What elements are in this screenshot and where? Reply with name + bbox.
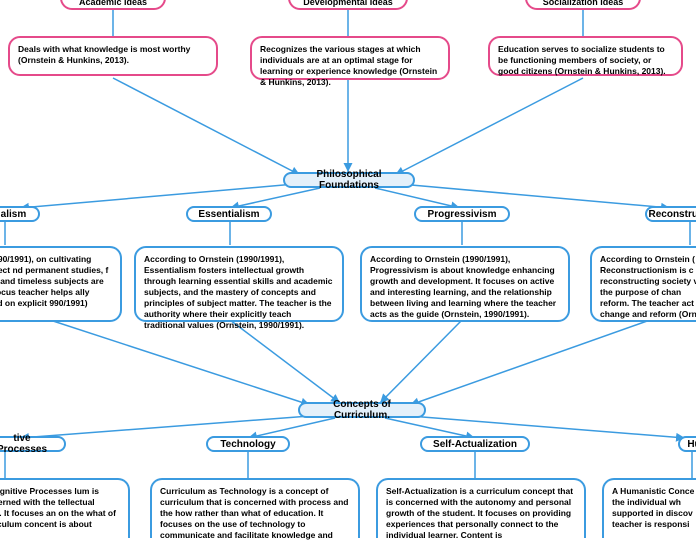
text: According to Ornstein (1990/1991), Progr… (370, 254, 560, 320)
hub-concepts[interactable]: Concepts of Curriculum. (298, 402, 426, 418)
desc-academic[interactable]: Deals with what knowledge is most worthy… (8, 36, 218, 76)
label: Philosophical Foundations (293, 169, 405, 191)
node-perennialism[interactable]: nialism (0, 206, 40, 222)
label: Reconstruc (649, 209, 696, 220)
node-cognitive[interactable]: tive Processes (0, 436, 66, 452)
text: According to Ornstein ( Reconstructionis… (600, 254, 696, 320)
node-socialization-ideas[interactable]: Socialization Ideas (525, 0, 641, 10)
label: tive Processes (0, 433, 56, 455)
desc-essentialism[interactable]: According to Ornstein (1990/1991), Essen… (134, 246, 344, 322)
desc-cognitive[interactable]: of Cognitive Processes lum is concerned … (0, 478, 130, 538)
text: Self-Actualization is a curriculum conce… (386, 486, 576, 541)
text: Education serves to socialize students t… (498, 44, 673, 77)
label: Hu (687, 439, 696, 450)
text: A Humanistic Conce on the individual wh … (612, 486, 696, 530)
label: Academic Ideas (79, 0, 147, 7)
label: Socialization Ideas (543, 0, 624, 7)
desc-technology[interactable]: Curriculum as Technology is a concept of… (150, 478, 360, 538)
text: Recognizes the various stages at which i… (260, 44, 440, 88)
text: Curriculum as Technology is a concept of… (160, 486, 350, 541)
text: n (1990/1991), on cultivating intellect … (0, 254, 112, 309)
desc-developmental[interactable]: Recognizes the various stages at which i… (250, 36, 450, 80)
label: Self-Actualization (433, 439, 517, 450)
desc-socialization[interactable]: Education serves to socialize students t… (488, 36, 683, 76)
node-developmental-ideas[interactable]: Developmental Ideas (288, 0, 408, 10)
desc-reconstructionism[interactable]: According to Ornstein ( Reconstructionis… (590, 246, 696, 322)
label: Technology (220, 439, 275, 450)
node-technology[interactable]: Technology (206, 436, 290, 452)
desc-progressivism[interactable]: According to Ornstein (1990/1991), Progr… (360, 246, 570, 322)
node-self-actualization[interactable]: Self-Actualization (420, 436, 530, 452)
desc-self-actualization[interactable]: Self-Actualization is a curriculum conce… (376, 478, 586, 538)
label: Progressivism (428, 209, 497, 220)
node-reconstructionism[interactable]: Reconstruc (645, 206, 696, 222)
label: Concepts of Curriculum. (308, 399, 416, 421)
text: According to Ornstein (1990/1991), Essen… (144, 254, 334, 331)
node-academic-ideas[interactable]: Academic Ideas (60, 0, 166, 10)
desc-perennialism[interactable]: n (1990/1991), on cultivating intellect … (0, 246, 122, 322)
node-essentialism[interactable]: Essentialism (186, 206, 272, 222)
label: nialism (0, 209, 26, 220)
node-humanistic[interactable]: Hu (678, 436, 696, 452)
text: Deals with what knowledge is most worthy… (18, 44, 208, 66)
text: of Cognitive Processes lum is concerned … (0, 486, 120, 530)
label: Essentialism (198, 209, 259, 220)
node-progressivism[interactable]: Progressivism (414, 206, 510, 222)
label: Developmental Ideas (303, 0, 393, 7)
desc-humanistic[interactable]: A Humanistic Conce on the individual wh … (602, 478, 696, 538)
hub-philosophical[interactable]: Philosophical Foundations (283, 172, 415, 188)
concept-map-canvas: Academic Ideas Developmental Ideas Socia… (0, 0, 696, 520)
